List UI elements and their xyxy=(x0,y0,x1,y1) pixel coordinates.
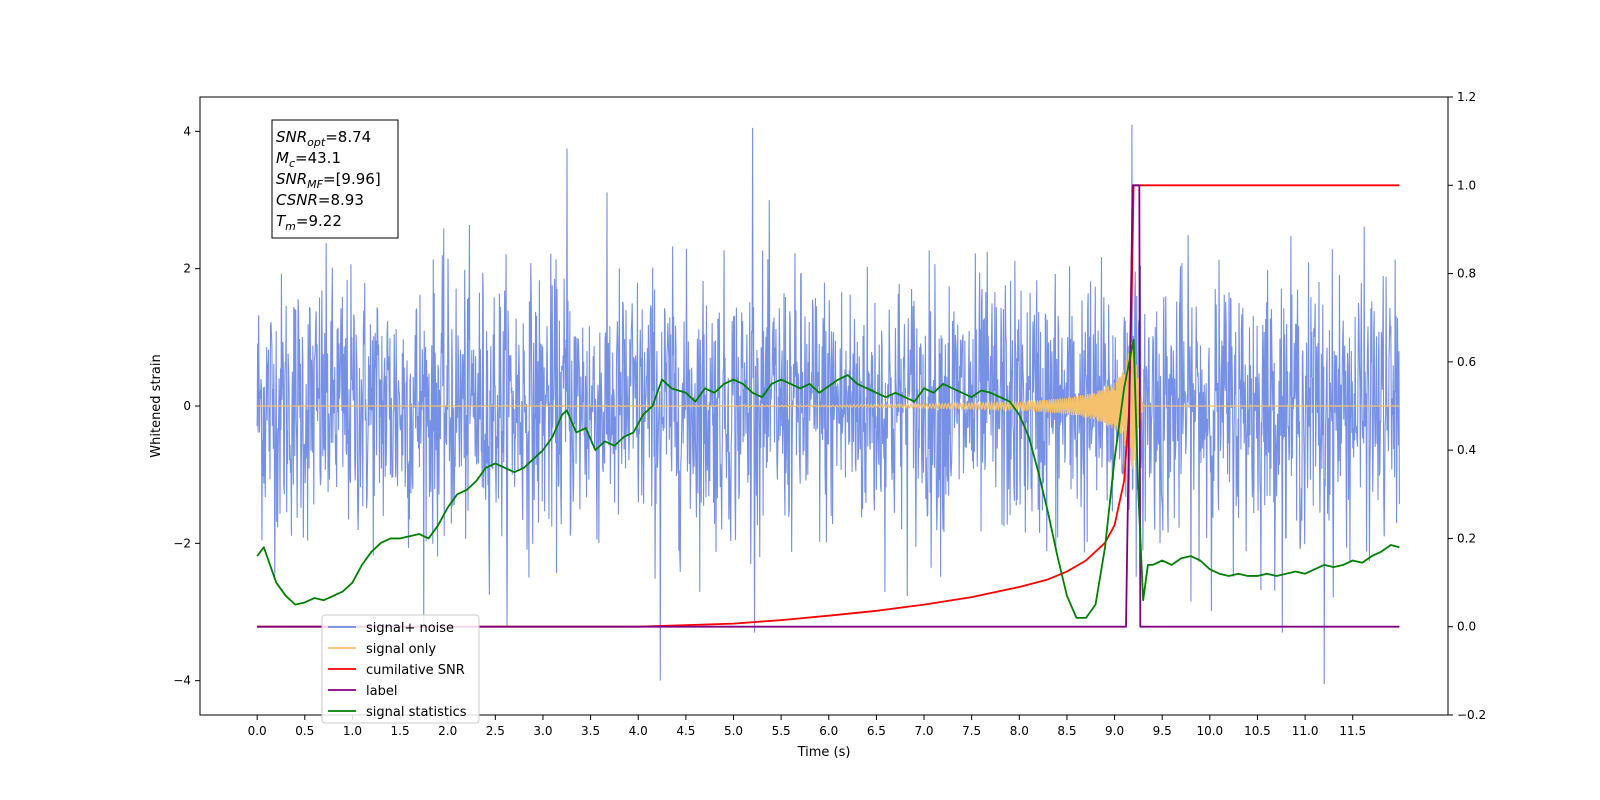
series-layer xyxy=(256,124,1400,685)
y2-tick-label: 0.2 xyxy=(1457,531,1476,545)
annotation-line: SNRopt=8.74 xyxy=(276,128,371,149)
y-tick-label: 0 xyxy=(183,399,191,413)
y2-tick-label: 0.4 xyxy=(1457,443,1476,457)
x-tick-label: 3.0 xyxy=(533,724,552,738)
annotation-symbol: SNR xyxy=(276,128,307,146)
annotation-symbol: T xyxy=(276,212,287,230)
y2-tick-label: −0.2 xyxy=(1457,708,1486,722)
y-axis-label: Whitened strain xyxy=(149,354,164,457)
x-tick-label: 10.0 xyxy=(1196,724,1223,738)
x-tick-label: 11.0 xyxy=(1292,724,1319,738)
x-tick-label: 1.0 xyxy=(343,724,362,738)
x-tick-label: 0.5 xyxy=(295,724,314,738)
x-tick-label: 2.0 xyxy=(438,724,457,738)
annotation-value: =43.1 xyxy=(295,149,341,167)
x-tick-label: 7.5 xyxy=(962,724,981,738)
y2-tick-label: 0.8 xyxy=(1457,267,1476,281)
legend: signal+ noise signal only cumilative SNR la… xyxy=(321,614,480,724)
annotation-line: CSNR=8.93 xyxy=(276,191,364,209)
y2-tick-label: 0.6 xyxy=(1457,355,1476,369)
legend-label: signal+ noise xyxy=(366,621,454,636)
annotation-subscript: c xyxy=(289,157,295,170)
x-tick-label: 8.0 xyxy=(1010,724,1029,738)
x-axis-label: Time (s) xyxy=(797,745,851,760)
annotation-value: =8.74 xyxy=(325,128,371,146)
x-tick-label: 4.5 xyxy=(676,724,695,738)
y2-tick-label: 1.0 xyxy=(1457,178,1476,192)
annotation-subscript: opt xyxy=(307,136,326,149)
x-tick-label: 6.5 xyxy=(867,724,886,738)
x-tick-label: 5.5 xyxy=(772,724,791,738)
series-signal-statistics xyxy=(256,338,1400,619)
annotation-symbol: SNR xyxy=(276,170,307,188)
y-axis-left: −4 −2 0 2 4 xyxy=(173,124,200,688)
annotation-line: Mc=43.1 xyxy=(276,149,341,170)
annotation-subscript: m xyxy=(285,220,296,233)
stats-annotation-box: SNRopt=8.74Mc=43.1SNRMF=[9.96]CSNR=8.93T… xyxy=(271,119,399,239)
x-tick-label: 7.0 xyxy=(914,724,933,738)
series-label xyxy=(257,184,1400,628)
y-tick-label: 2 xyxy=(183,262,191,276)
series-signal-noise xyxy=(256,124,1400,685)
annotation-value: =[9.96] xyxy=(323,170,381,188)
x-tick-label: 4.0 xyxy=(629,724,648,738)
series-signal-only xyxy=(257,342,1400,469)
x-tick-label: 0.0 xyxy=(248,724,267,738)
legend-frame xyxy=(321,614,480,724)
y-tick-label: −4 xyxy=(173,674,191,688)
legend-label: signal only xyxy=(366,642,436,657)
legend-label: signal statistics xyxy=(366,705,467,720)
annotation-value: =8.93 xyxy=(318,191,364,209)
annotation-symbol: M xyxy=(276,149,289,167)
legend-label: cumilative SNR xyxy=(366,663,465,678)
annotation-line: SNRMF=[9.96] xyxy=(276,170,381,191)
x-tick-label: 3.5 xyxy=(581,724,600,738)
y-tick-label: −2 xyxy=(173,536,191,550)
annotation-value: =9.22 xyxy=(296,212,342,230)
x-tick-label: 1.5 xyxy=(391,724,410,738)
legend-label: label xyxy=(366,684,397,699)
annotation-frame xyxy=(271,119,399,239)
x-tick-label: 9.0 xyxy=(1105,724,1124,738)
x-tick-label: 5.0 xyxy=(724,724,743,738)
x-tick-label: 8.5 xyxy=(1057,724,1076,738)
x-tick-label: 9.5 xyxy=(1153,724,1172,738)
x-tick-label: 10.5 xyxy=(1244,724,1271,738)
y2-tick-label: 0.0 xyxy=(1457,620,1476,634)
x-tick-label: 2.5 xyxy=(486,724,505,738)
y2-tick-label: 1.2 xyxy=(1457,90,1476,104)
annotation-line: Tm=9.22 xyxy=(276,212,342,233)
y-tick-label: 4 xyxy=(183,124,191,138)
x-tick-label: 11.5 xyxy=(1339,724,1366,738)
x-tick-label: 6.0 xyxy=(819,724,838,738)
annotation-subscript: MF xyxy=(307,178,323,191)
y-axis-right: −0.2 0.0 0.2 0.4 0.6 0.8 1.0 1.2 xyxy=(1448,90,1486,722)
annotation-symbol: CSNR xyxy=(276,191,318,209)
x-axis: 0.0 0.5 1.0 1.5 2.0 2.5 3.0 3.5 4.0 4.5 5.0 5.5 6.0 6… xyxy=(248,715,1366,738)
